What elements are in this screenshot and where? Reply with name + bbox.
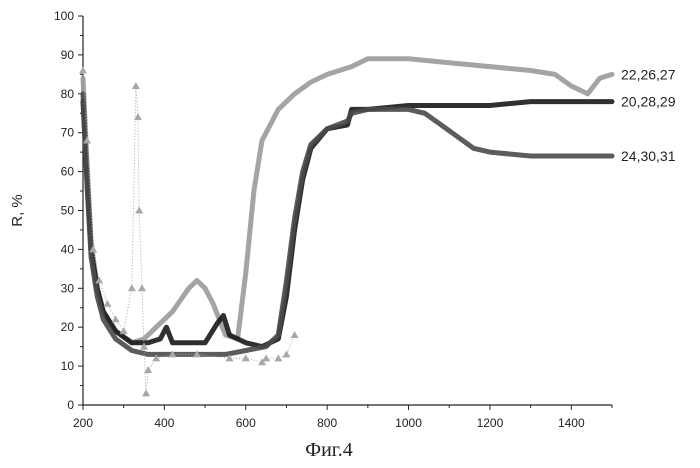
series-3-point [142,389,150,396]
y-tick-label: 60 [61,165,75,179]
series-2-label: 24,30,31 [621,148,676,164]
series-2-line [83,94,612,355]
series-3-point [103,300,111,307]
series-3-point [291,331,299,338]
series-3-point [282,350,290,357]
x-tick-label: 200 [73,416,93,430]
series-3-point [79,66,87,73]
series-3-point [120,327,128,334]
x-tick-label: 1000 [395,416,422,430]
labels-layer: 0 10 20 30 40 50 60 70 80 90 100 200 400 600 800 1000 12… [9,9,676,461]
series-3-point [132,82,140,89]
y-tick-label: 10 [61,359,75,373]
x-tick-label: 600 [236,416,256,430]
series-3-point [135,207,143,214]
y-tick-label: 50 [61,204,75,218]
y-tick-label: 20 [61,320,75,334]
y-tick-label: 30 [61,281,75,295]
series-3-point [274,354,282,361]
series-0-label: 22,26,27 [621,66,676,82]
axes [78,16,612,410]
x-tick-label: 400 [154,416,174,430]
series-1-line [83,102,612,347]
series-3-point [144,366,152,373]
series-3-point [128,284,136,291]
x-tick-label: 1400 [558,416,585,430]
figure-caption: Фиг.4 [305,439,352,461]
y-tick-label: 40 [61,242,75,256]
x-tick-label: 800 [317,416,337,430]
series-3-point [134,113,142,120]
series-3-point [112,315,120,322]
y-tick-label: 80 [61,87,75,101]
series-3-point [138,284,146,291]
y-tick-label: 90 [61,48,75,62]
y-tick-label: 70 [61,126,75,140]
y-tick-label: 100 [54,9,74,23]
series-1-label: 20,28,29 [621,94,676,110]
x-tick-label: 1200 [477,416,504,430]
y-tick-label: 0 [67,398,74,412]
series-layer [79,59,612,397]
y-axis-title: R, % [9,194,26,227]
series-3-point [262,354,270,361]
